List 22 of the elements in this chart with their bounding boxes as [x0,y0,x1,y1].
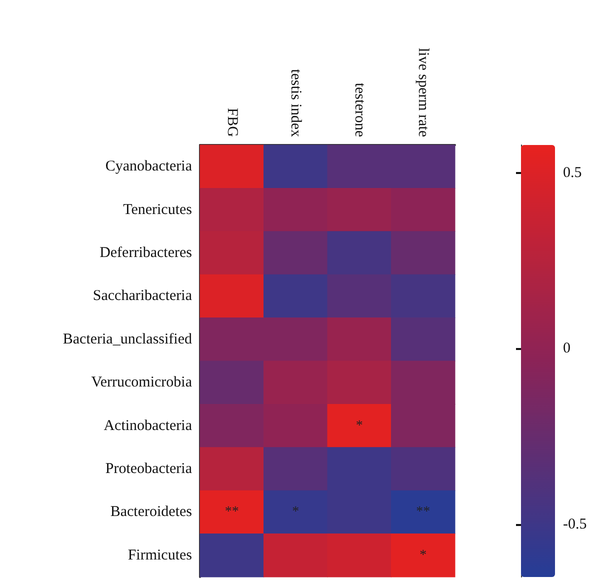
y-tick-label: Verrucomicrobia [91,374,192,391]
data-label: ** [224,504,239,520]
data-label: * [420,548,427,563]
y-tick-label: Cyanobacteria [105,158,192,175]
y-tick-label: Bacteroidetes [110,504,192,520]
x-tick-label: FBG [224,108,240,138]
y-tick-label: Tenericutes [123,202,192,218]
x-tick-label: testerone [351,82,368,138]
y-tick-label: Firmicutes [128,547,192,564]
y-tick-label: Proteobacteria [105,461,192,477]
data-label: ** [416,504,430,520]
y-tick-label: Saccharibacteria [92,288,192,304]
data-label: * [356,418,363,434]
y-tick-label: Deferribacteres [100,245,192,261]
y-tick-label: Bacteria_unclassified [62,331,192,348]
color-bar-label: -0.5 [563,516,587,532]
color-bar-label: 0.5 [563,165,582,182]
x-tick-label: live sperm rate [415,48,432,138]
data-label: * [292,504,300,520]
y-tick-label: Actinobacteria [104,418,192,434]
x-tick-label: testis index [288,69,304,138]
color-bar-label: 0 [563,340,570,357]
